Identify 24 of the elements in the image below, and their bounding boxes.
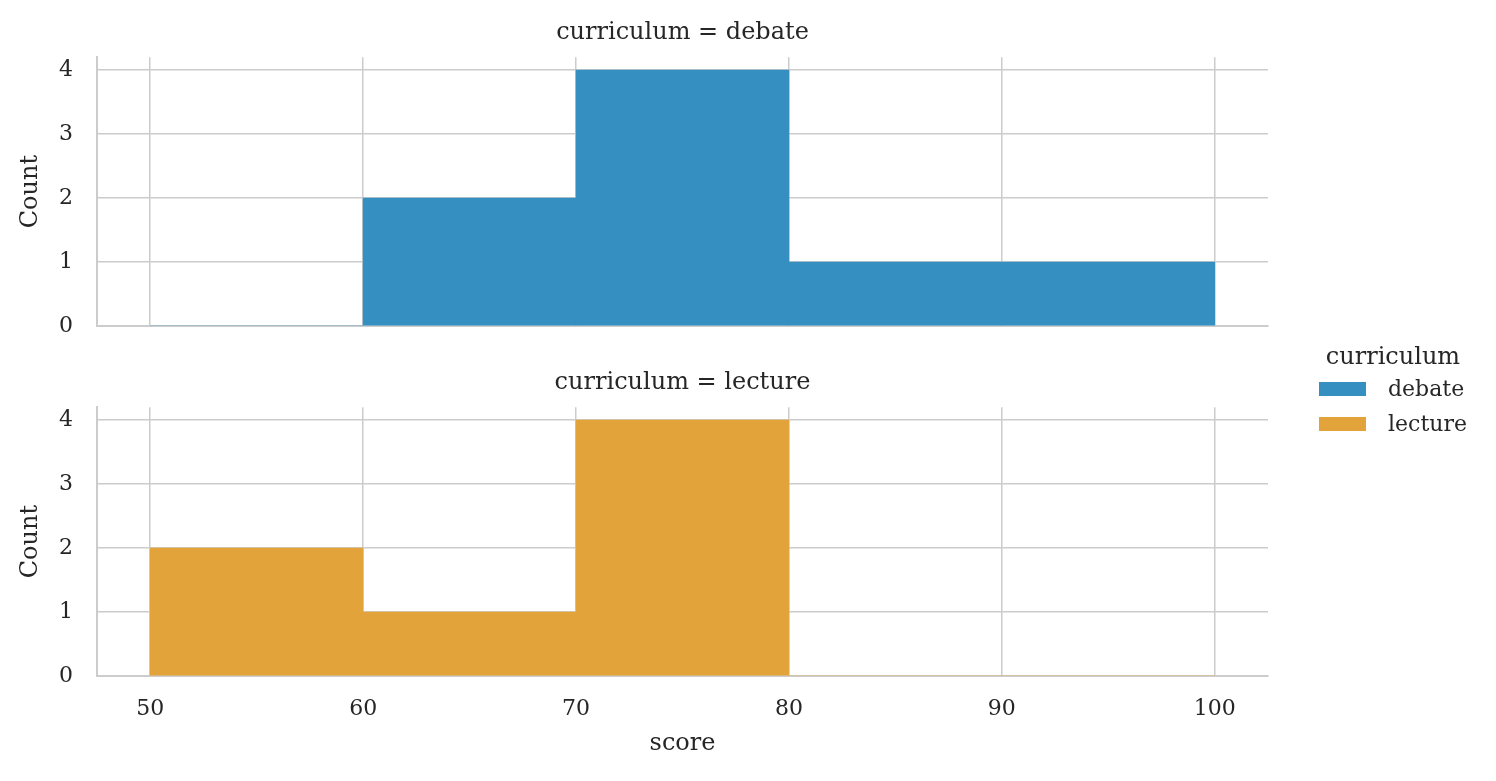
y-axis-title: Count (15, 504, 44, 579)
x-tick-label: 100 (1193, 694, 1236, 720)
legend-label: debate (1388, 376, 1465, 402)
y-tick-label: 1 (59, 247, 73, 273)
x-tick-label: 90 (987, 694, 1016, 720)
chart-title: curriculum = debate (556, 16, 809, 45)
y-tick-label: 4 (59, 405, 73, 431)
legend-label: lecture (1388, 411, 1467, 437)
y-tick-label: 0 (59, 311, 73, 337)
y-tick-label: 2 (59, 183, 73, 209)
x-axis-title: score (649, 728, 716, 757)
y-axis-title: Count (15, 154, 44, 229)
y-tick-label: 0 (59, 661, 73, 687)
y-tick-label: 4 (59, 55, 73, 81)
x-tick-label: 70 (562, 694, 591, 720)
chart-title: curriculum = lecture (554, 366, 811, 395)
x-tick-label: 80 (774, 694, 803, 720)
legend-title: curriculum (1324, 340, 1462, 372)
x-tick-label: 60 (349, 694, 378, 720)
y-tick-label: 1 (59, 597, 73, 623)
x-tick-label: 50 (136, 694, 165, 720)
y-tick-label: 2 (59, 533, 73, 559)
y-tick-label: 3 (59, 469, 73, 495)
y-tick-label: 3 (59, 119, 73, 145)
